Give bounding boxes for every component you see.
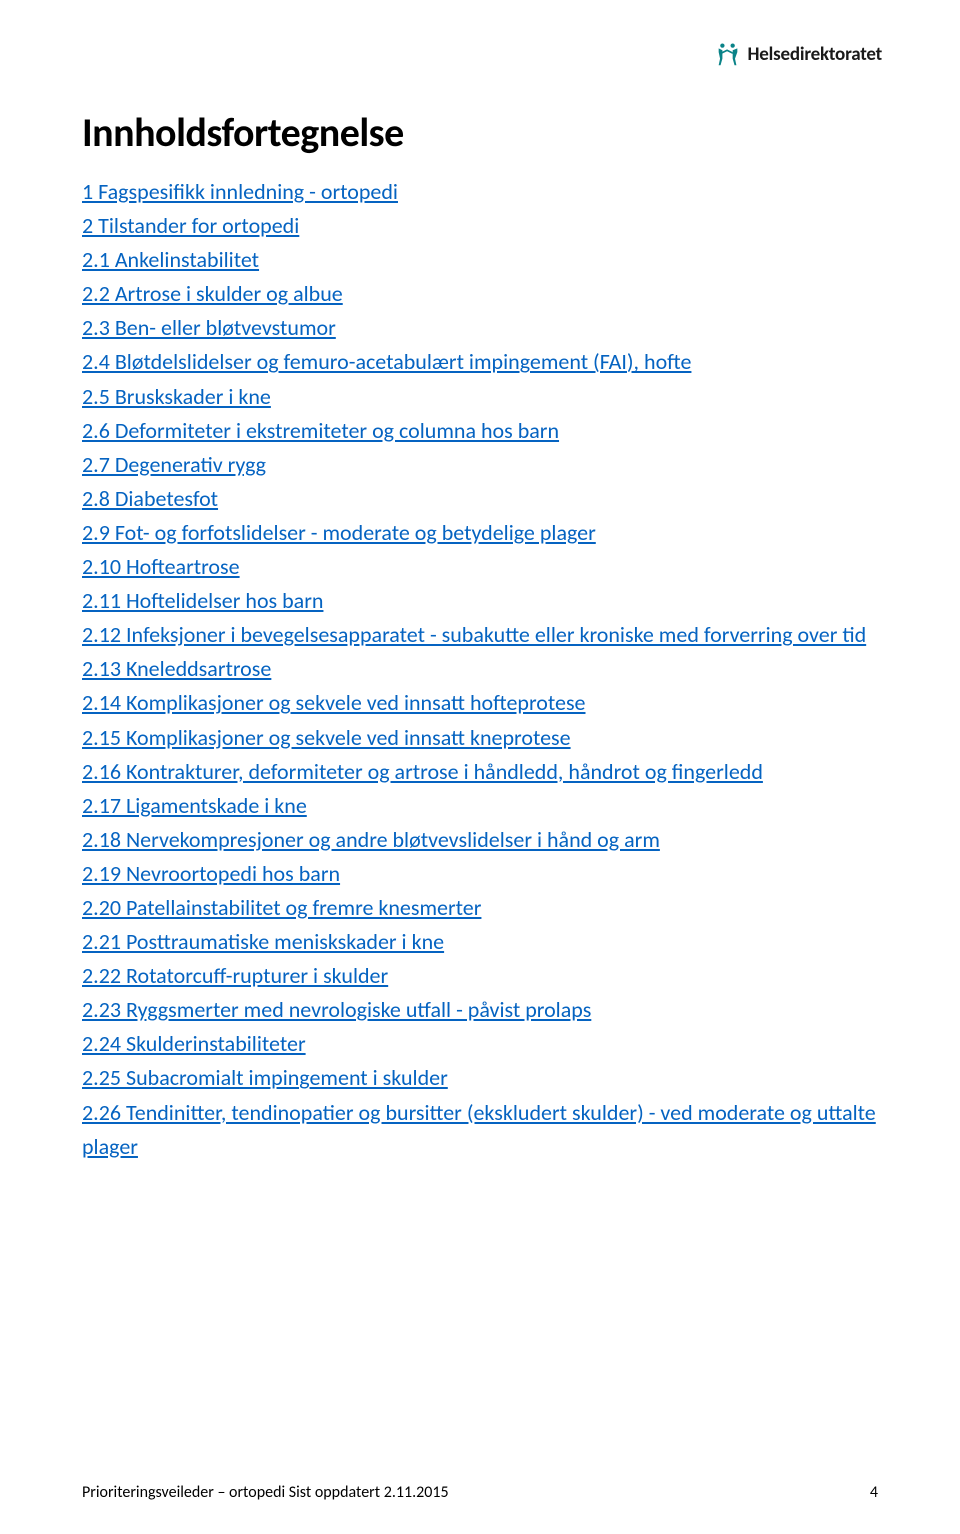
logo-text: Helsedirektoratet xyxy=(748,43,883,66)
page-title: Innholdsfortegnelse xyxy=(82,108,878,157)
toc-link[interactable]: 2.12 Infeksjoner i bevegelsesapparatet -… xyxy=(82,621,866,648)
toc-entry: 2.6 Deformiteter i ekstremiteter og colu… xyxy=(82,414,878,448)
toc-entry: 2.12 Infeksjoner i bevegelsesapparatet -… xyxy=(82,618,878,652)
helsedirektoratet-icon xyxy=(714,40,742,68)
page-number: 4 xyxy=(870,1483,878,1502)
toc-entry: 2.8 Diabetesfot xyxy=(82,482,878,516)
toc-link[interactable]: 2.8 Diabetesfot xyxy=(82,485,218,512)
toc-entry: 2.9 Fot- og forfotslidelser - moderate o… xyxy=(82,516,878,550)
toc-entry: 2.1 Ankelinstabilitet xyxy=(82,243,878,277)
toc-link[interactable]: 2.22 Rotatorcuff-rupturer i skulder xyxy=(82,962,388,989)
toc-entry: 2.2 Artrose i skulder og albue xyxy=(82,277,878,311)
toc-entry: 2.24 Skulderinstabiliteter xyxy=(82,1027,878,1061)
toc-link[interactable]: 2.1 Ankelinstabilitet xyxy=(82,246,259,273)
toc-entry: 2.20 Patellainstabilitet og fremre knesm… xyxy=(82,891,878,925)
toc-link[interactable]: 2.2 Artrose i skulder og albue xyxy=(82,280,343,307)
toc-link[interactable]: 2.9 Fot- og forfotslidelser - moderate o… xyxy=(82,519,596,546)
toc-entry: 2.25 Subacromialt impingement i skulder xyxy=(82,1061,878,1095)
header-logo: Helsedirektoratet xyxy=(714,40,883,68)
toc-link[interactable]: 2.6 Deformiteter i ekstremiteter og colu… xyxy=(82,417,559,444)
toc-link[interactable]: 2.15 Komplikasjoner og sekvele ved innsa… xyxy=(82,724,571,751)
toc-entry: 2.13 Kneleddsartrose xyxy=(82,652,878,686)
toc-link[interactable]: 2.10 Hofteartrose xyxy=(82,553,240,580)
toc-entry: 2.16 Kontrakturer, deformiteter og artro… xyxy=(82,755,878,789)
toc-link[interactable]: 2.4 Bløtdelslidelser og femuro-acetabulæ… xyxy=(82,348,691,375)
toc-entry: 2.10 Hofteartrose xyxy=(82,550,878,584)
toc-link[interactable]: 2.24 Skulderinstabiliteter xyxy=(82,1030,306,1057)
toc-link[interactable]: 2.18 Nervekompresjoner og andre bløtvevs… xyxy=(82,826,660,853)
toc-link[interactable]: 2.21 Posttraumatiske meniskskader i kne xyxy=(82,928,444,955)
toc-link[interactable]: 2.16 Kontrakturer, deformiteter og artro… xyxy=(82,758,763,785)
toc-link[interactable]: 2.23 Ryggsmerter med nevrologiske utfall… xyxy=(82,996,591,1023)
toc-entry: 1 Fagspesifikk innledning - ortopedi xyxy=(82,175,878,209)
toc-link[interactable]: 2.13 Kneleddsartrose xyxy=(82,655,271,682)
toc-link[interactable]: 2.19 Nevroortopedi hos barn xyxy=(82,860,340,887)
toc-link[interactable]: 2.25 Subacromialt impingement i skulder xyxy=(82,1064,448,1091)
toc-entry: 2.18 Nervekompresjoner og andre bløtvevs… xyxy=(82,823,878,857)
table-of-contents: 1 Fagspesifikk innledning - ortopedi 2 T… xyxy=(82,175,878,1164)
toc-entry: 2.23 Ryggsmerter med nevrologiske utfall… xyxy=(82,993,878,1027)
toc-entry: 2.17 Ligamentskade i kne xyxy=(82,789,878,823)
toc-link[interactable]: 2 Tilstander for ortopedi xyxy=(82,212,299,239)
toc-entry: 2.11 Hoftelidelser hos barn xyxy=(82,584,878,618)
toc-link[interactable]: 2.5 Bruskskader i kne xyxy=(82,383,271,410)
toc-entry: 2.15 Komplikasjoner og sekvele ved innsa… xyxy=(82,721,878,755)
toc-link[interactable]: 2.20 Patellainstabilitet og fremre knesm… xyxy=(82,894,481,921)
toc-entry: 2.26 Tendinitter, tendinopatier og bursi… xyxy=(82,1096,878,1164)
toc-link[interactable]: 2.11 Hoftelidelser hos barn xyxy=(82,587,323,614)
toc-entry: 2.4 Bløtdelslidelser og femuro-acetabulæ… xyxy=(82,345,878,379)
page-footer: Prioriteringsveileder – ortopedi Sist op… xyxy=(82,1483,878,1502)
toc-entry: 2.14 Komplikasjoner og sekvele ved innsa… xyxy=(82,686,878,720)
toc-entry: 2.22 Rotatorcuff-rupturer i skulder xyxy=(82,959,878,993)
toc-link[interactable]: 2.3 Ben- eller bløtvevstumor xyxy=(82,314,336,341)
toc-entry: 2 Tilstander for ortopedi xyxy=(82,209,878,243)
toc-entry: 2.19 Nevroortopedi hos barn xyxy=(82,857,878,891)
toc-entry: 2.3 Ben- eller bløtvevstumor xyxy=(82,311,878,345)
footer-text: Prioriteringsveileder – ortopedi Sist op… xyxy=(82,1483,449,1502)
toc-link[interactable]: 1 Fagspesifikk innledning - ortopedi xyxy=(82,178,398,205)
toc-link[interactable]: 2.7 Degenerativ rygg xyxy=(82,451,266,478)
toc-entry: 2.21 Posttraumatiske meniskskader i kne xyxy=(82,925,878,959)
toc-link[interactable]: 2.26 Tendinitter, tendinopatier og bursi… xyxy=(82,1099,876,1160)
toc-entry: 2.7 Degenerativ rygg xyxy=(82,448,878,482)
toc-link[interactable]: 2.17 Ligamentskade i kne xyxy=(82,792,307,819)
toc-link[interactable]: 2.14 Komplikasjoner og sekvele ved innsa… xyxy=(82,689,586,716)
toc-entry: 2.5 Bruskskader i kne xyxy=(82,380,878,414)
page-content: Innholdsfortegnelse 1 Fagspesifikk innle… xyxy=(82,108,878,1164)
